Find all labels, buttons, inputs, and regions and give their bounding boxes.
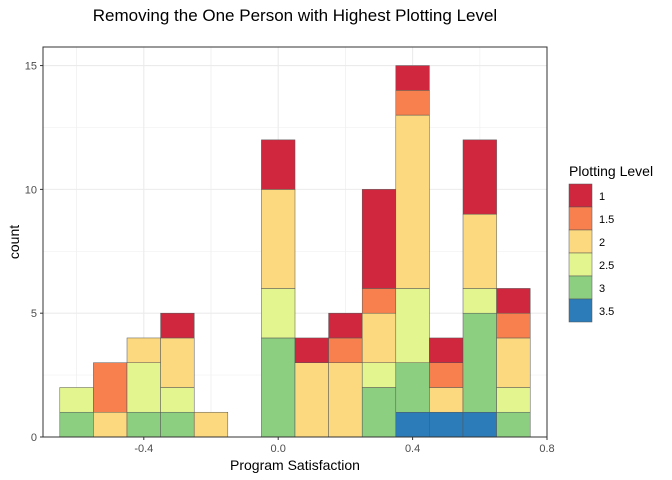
bar-segment-level-3 bbox=[261, 337, 296, 438]
bar-segment-level-1 bbox=[328, 312, 363, 339]
bar-segment-level-1 bbox=[294, 337, 329, 363]
legend: Plotting Level 1 1.5 2 2.5 3 3.5 bbox=[568, 163, 653, 323]
x-axis: -0.4 0.0 0.4 0.8 bbox=[134, 437, 555, 455]
x-tick-label: 0.8 bbox=[539, 443, 554, 455]
bar-segment-level-3 bbox=[496, 411, 531, 438]
legend-key-3-5 bbox=[568, 298, 593, 323]
y-tick-label: 0 bbox=[31, 432, 37, 444]
bar-segment-level-1-5 bbox=[361, 288, 397, 314]
y-tick-label: 5 bbox=[31, 308, 37, 320]
x-tick-label: -0.4 bbox=[134, 443, 153, 455]
bar-segment-level-3-5 bbox=[395, 411, 430, 438]
bar-segment-level-2 bbox=[126, 337, 161, 363]
bar-segment-level-1-5 bbox=[429, 362, 464, 388]
y-tick-label: 10 bbox=[25, 184, 37, 196]
y-tick-label: 15 bbox=[25, 61, 37, 73]
bar-segment-level-2 bbox=[496, 337, 531, 388]
legend-label: 2.5 bbox=[599, 260, 614, 272]
legend-label: 1.5 bbox=[599, 214, 614, 226]
bar-segment-level-2-5 bbox=[361, 362, 397, 388]
bar-segment-level-1 bbox=[261, 139, 296, 190]
legend-key-1 bbox=[568, 183, 593, 208]
bar-segment-level-3 bbox=[126, 411, 161, 438]
bar-segment-level-2 bbox=[93, 411, 128, 438]
bar-segment-level-3-5 bbox=[462, 411, 497, 438]
bar-segment-level-1 bbox=[361, 189, 397, 289]
bar-segment-level-1 bbox=[160, 312, 195, 339]
bar-segment-level-2 bbox=[328, 362, 363, 438]
panel-border bbox=[42, 46, 548, 438]
legend-label: 3.5 bbox=[599, 306, 614, 318]
bar-segment-level-3-5 bbox=[429, 411, 464, 438]
legend-title: Plotting Level bbox=[569, 163, 653, 179]
bar-segment-level-2 bbox=[395, 114, 430, 289]
legend-key-2 bbox=[568, 229, 593, 254]
bar-segment-level-1 bbox=[395, 65, 430, 91]
legend-key-1-5 bbox=[568, 206, 593, 231]
bar-segment-level-2 bbox=[261, 189, 296, 289]
legend-key-3 bbox=[568, 275, 593, 300]
bar-segment-level-1-5 bbox=[496, 312, 531, 339]
bar-segment-level-2-5 bbox=[59, 387, 94, 413]
bar-segment-level-3 bbox=[59, 411, 94, 438]
legend-label: 2 bbox=[599, 237, 605, 249]
bar-segment-level-2-5 bbox=[395, 288, 430, 363]
bar-segment-level-2 bbox=[429, 387, 464, 413]
bar-segment-level-3 bbox=[160, 411, 195, 438]
legend-key-2-5 bbox=[568, 252, 593, 277]
x-tick-label: 0.0 bbox=[271, 443, 286, 455]
bar-segment-level-3 bbox=[361, 387, 397, 438]
bar-segment-level-1 bbox=[496, 288, 531, 314]
bar-segment-level-2 bbox=[462, 213, 497, 289]
bar-segment-level-2 bbox=[193, 411, 229, 438]
bar-segment-level-1-5 bbox=[93, 362, 128, 413]
x-tick-label: 0.4 bbox=[405, 443, 420, 455]
bar-segment-level-3 bbox=[395, 362, 430, 413]
bar-segment-level-2-5 bbox=[496, 387, 531, 413]
bar-segment-level-1 bbox=[429, 337, 464, 363]
bar-segment-level-2 bbox=[361, 312, 397, 363]
y-axis: 0 5 10 15 bbox=[25, 61, 43, 444]
bar-segment-level-2-5 bbox=[261, 288, 296, 339]
bar-segment-level-1-5 bbox=[328, 337, 363, 363]
bar-segment-level-2 bbox=[160, 337, 195, 388]
bars-layer bbox=[59, 65, 531, 438]
bar-segment-level-2-5 bbox=[462, 288, 497, 314]
bar-segment-level-3 bbox=[462, 312, 497, 413]
x-axis-title: Program Satisfaction bbox=[230, 457, 360, 473]
bar-segment-level-2 bbox=[294, 362, 329, 438]
legend-label: 1 bbox=[599, 191, 605, 203]
bar-segment-level-2-5 bbox=[126, 362, 161, 413]
chart-title: Removing the One Person with Highest Plo… bbox=[93, 6, 497, 25]
bar-segment-level-2-5 bbox=[160, 387, 195, 413]
bar-segment-level-1 bbox=[462, 139, 497, 215]
bar-segment-level-1-5 bbox=[395, 90, 430, 116]
legend-label: 3 bbox=[599, 283, 605, 295]
y-axis-title: count bbox=[6, 225, 22, 259]
